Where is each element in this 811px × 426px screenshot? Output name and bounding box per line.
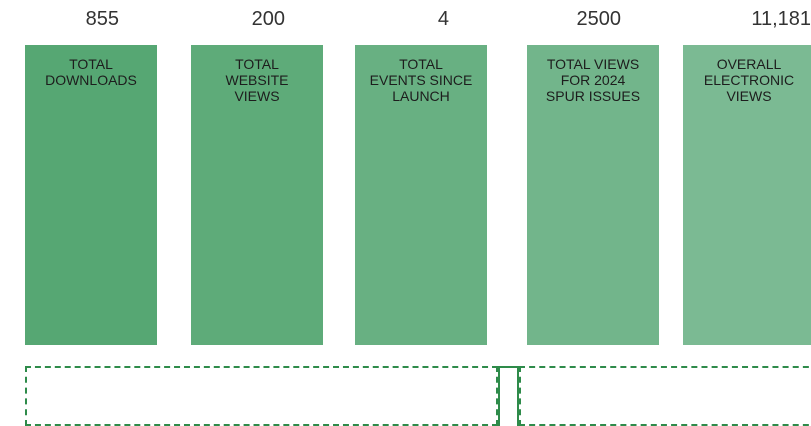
stat-value: 2500 — [576, 8, 622, 30]
stat-value: 11,181 — [751, 8, 811, 30]
stat-label-line: OVERALL — [716, 56, 782, 72]
stat-label-line: VIEWS — [726, 88, 772, 104]
stat-column: OVERALL ELECTRONIC VIEWS — [683, 45, 811, 345]
dashed-box — [519, 366, 811, 426]
stat-label-line: DOWNLOADS — [45, 72, 137, 88]
stat-label-line: TOTAL — [235, 56, 279, 72]
stat-label-line: TOTAL — [69, 56, 113, 72]
stat-column: TOTAL VIEWS FOR 2024 SPUR ISSUES — [527, 45, 659, 345]
stat-label-line: WEBSITE — [225, 72, 289, 88]
stat-label-line: LAUNCH — [392, 88, 450, 104]
stat-column: TOTAL EVENTS SINCE LAUNCH — [355, 45, 487, 345]
stat-label-line: ELECTRONIC — [703, 72, 795, 88]
stat-label-line: TOTAL VIEWS — [546, 56, 640, 72]
stat-label: TOTAL EVENTS SINCE LAUNCH — [355, 45, 487, 104]
page: 855 TOTAL DOWNLOADS 200 TOTAL WEBSITE VIEWS 4 TO… — [25, 8, 811, 426]
stat-label: TOTAL DOWNLOADS — [25, 45, 157, 88]
box-connector — [498, 366, 519, 426]
stat-label-line: VIEWS — [234, 88, 280, 104]
stat-column: TOTAL DOWNLOADS — [25, 45, 157, 345]
stat-label-line: EVENTS SINCE — [369, 72, 473, 88]
stat-value: 4 — [437, 8, 449, 30]
dashed-box — [25, 366, 498, 426]
stat-value: 855 — [85, 8, 119, 30]
stat-label: TOTAL VIEWS FOR 2024 SPUR ISSUES — [527, 45, 659, 104]
stat-label-line: SPUR ISSUES — [545, 88, 641, 104]
stat-label: OVERALL ELECTRONIC VIEWS — [683, 45, 811, 104]
stat-value: 200 — [251, 8, 285, 30]
stat-column: TOTAL WEBSITE VIEWS — [191, 45, 323, 345]
stat-label: TOTAL WEBSITE VIEWS — [191, 45, 323, 104]
stat-label-line: FOR 2024 — [560, 72, 626, 88]
stat-label-line: TOTAL — [399, 56, 443, 72]
